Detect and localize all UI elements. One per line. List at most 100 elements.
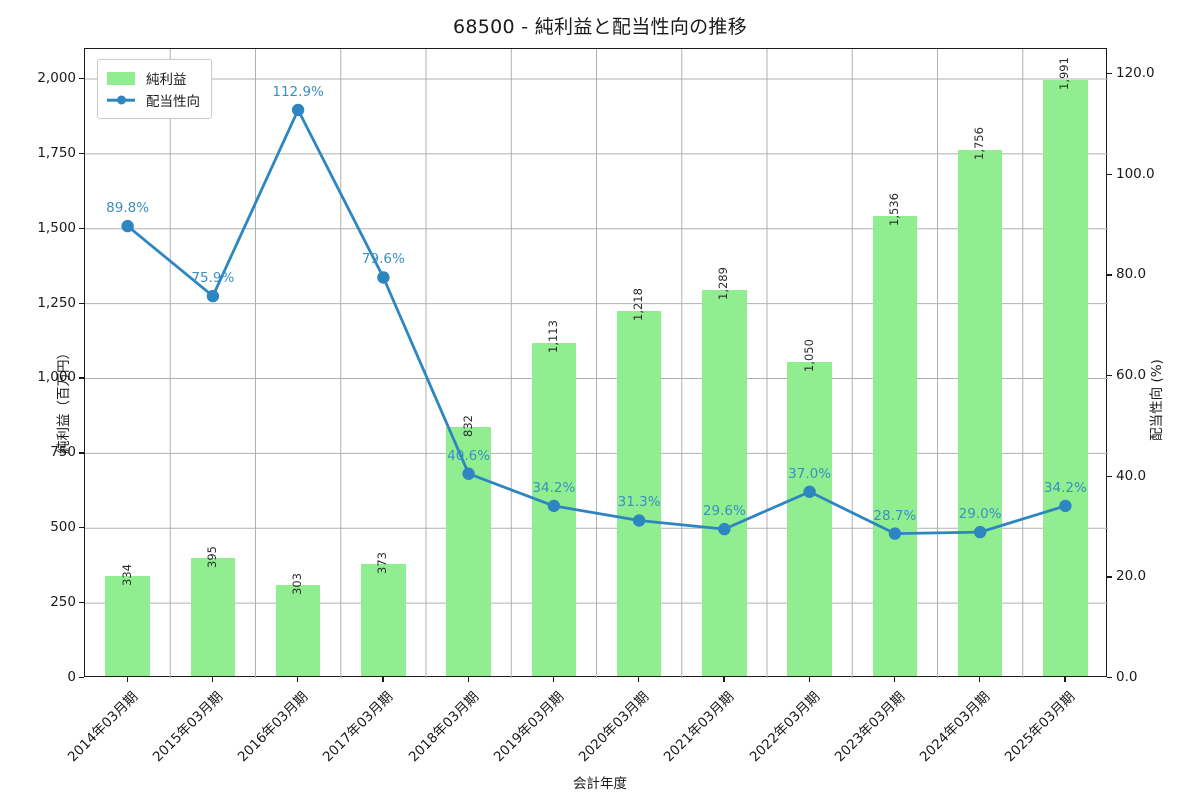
grid-lines [85,49,1108,678]
y-right-tick-mark-0 [1107,677,1112,679]
chart-title: 68500 - 純利益と配当性向の推移 [452,16,748,38]
y-left-tick-mark-3 [79,452,84,454]
bar-value-label-5: 832 [460,414,475,437]
y-right-tick-label-0: 0.0 [1116,669,1138,685]
line-series-payout-ratio [85,49,1106,676]
x-tick-mark-11 [1064,677,1066,682]
legend-label-net-income: 純利益 [146,72,187,88]
y-right-tick-mark-6 [1107,73,1112,75]
bar-8 [702,289,747,676]
legend-line-swatch-icon [107,94,135,107]
y-left-tick-mark-5 [79,302,84,304]
bar-4 [361,564,406,676]
x-tick-mark-2 [297,677,299,682]
legend-item-payout-ratio: 配当性向 [107,89,200,111]
x-tick-mark-9 [893,677,896,682]
y-left-tick-label-2: 500 [50,519,76,536]
legend-bar-swatch-icon [107,71,135,85]
bar-value-label-2: 395 [204,545,219,568]
bar-11 [957,150,1003,676]
y-left-tick-mark-2 [79,527,84,529]
bar-2 [190,557,236,676]
y-right-tick-label-4: 80.0 [1116,266,1147,283]
x-axis-title: 会計年度 [573,776,627,792]
y-left-tick-label-1: 250 [50,594,76,611]
point-value-label-9: 37.0% [788,465,832,482]
bar-12 [1043,79,1088,676]
chart-legend: 純利益 配当性向 [97,59,212,119]
point-value-label-2: 75.9% [191,270,235,287]
x-tick-label-8: 2022年03月期 [746,688,823,766]
y-right-tick-label-3: 60.0 [1116,367,1147,384]
point-value-label-10: 28.7% [873,507,917,524]
y-right-tick-mark-3 [1107,375,1112,377]
bar-value-label-7: 1,218 [631,288,646,322]
point-value-label-5: 40.6% [447,447,491,464]
bar-10 [872,215,918,676]
y-left-tick-label-4: 1,000 [37,369,76,386]
point-value-label-3: 112.9% [272,83,324,100]
y-left-tick-label-8: 2,000 [37,69,76,86]
y-left-tick-label-0: 0 [67,669,76,685]
point-value-label-12: 34.2% [1043,479,1087,496]
y-left-tick-mark-4 [79,377,84,379]
x-tick-label-2: 2016年03月期 [234,688,312,766]
bar-value-label-9: 1,050 [801,338,816,372]
x-tick-mark-4 [467,677,469,682]
x-tick-label-0: 2014年03月期 [64,688,141,766]
y-right-tick-mark-2 [1107,475,1112,477]
bar-1 [105,575,150,676]
bar-value-label-11: 1,756 [972,127,987,161]
x-tick-label-11: 2025年03月期 [1002,688,1079,766]
x-tick-mark-0 [126,677,128,682]
x-tick-label-7: 2021年03月期 [661,688,738,766]
point-value-label-1: 89.8% [106,200,150,217]
y-right-tick-label-6: 120.0 [1116,65,1155,82]
y-right-tick-label-1: 20.0 [1116,568,1147,585]
x-tick-mark-3 [382,677,384,682]
bar-7 [616,311,662,676]
y-left-tick-mark-6 [79,227,84,229]
y-left-tick-mark-7 [79,152,84,155]
y-left-tick-label-5: 1,250 [37,294,76,311]
x-tick-mark-1 [211,677,214,682]
x-tick-label-3: 2017年03月期 [320,688,397,766]
x-tick-label-10: 2024年03月期 [916,688,994,766]
x-tick-mark-7 [723,677,725,682]
y-left-tick-mark-8 [79,77,84,80]
y-left-tick-mark-1 [79,602,84,604]
y-left-tick-label-6: 1,500 [37,219,76,236]
x-tick-label-5: 2019年03月期 [490,688,568,766]
x-tick-mark-6 [638,677,640,682]
point-value-label-8: 29.6% [702,503,746,520]
legend-label-payout-ratio: 配当性向 [146,94,200,110]
x-tick-label-1: 2015年03月期 [149,688,227,766]
point-value-label-11: 29.0% [958,506,1002,523]
x-tick-label-4: 2018年03月期 [405,688,482,766]
bar-value-label-8: 1,289 [716,266,731,300]
data-value-labels: 334 395 303 373 832 1,113 1,218 1,289 1,050 1,536… [85,49,1106,676]
y-left-tick-label-3: 750 [50,444,76,461]
y-right-tick-mark-5 [1107,173,1112,175]
y-right-tick-mark-4 [1107,274,1112,276]
bar-9 [787,361,832,676]
x-tick-label-6: 2020年03月期 [575,688,653,766]
bar-value-label-12: 1,991 [1057,56,1072,90]
bar-value-label-6: 1,113 [545,319,560,353]
bar-value-label-3: 303 [290,573,305,596]
plot-area: 334 395 303 373 832 1,113 1,218 1,289 1,050 1,536… [84,48,1108,678]
point-value-label-4: 79.6% [361,251,405,268]
x-tick-label-9: 2023年03月期 [831,688,909,766]
bar-value-label-4: 373 [375,552,390,575]
x-tick-mark-5 [552,677,555,682]
x-tick-mark-10 [979,677,981,682]
x-tick-mark-8 [808,677,810,682]
y-right-tick-mark-1 [1107,576,1112,578]
bar-value-label-10: 1,536 [886,192,901,226]
y-left-tick-label-7: 1,750 [37,144,76,161]
y-right-tick-label-5: 100.0 [1116,165,1155,182]
bar-value-label-1: 334 [119,564,134,586]
y-axis-left-title: 純利益（百万円） [56,346,72,454]
bar-3 [275,585,321,676]
